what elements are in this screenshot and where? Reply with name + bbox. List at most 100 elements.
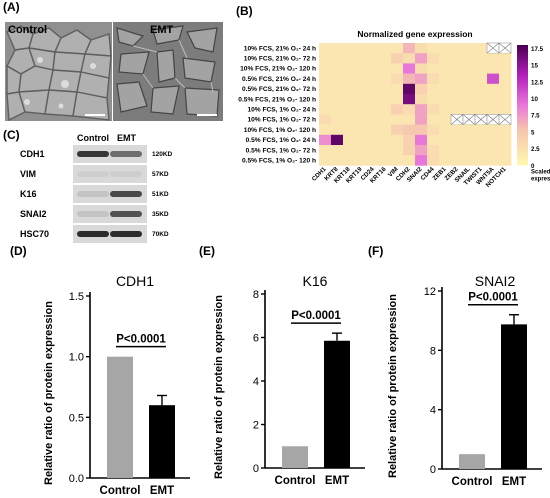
heatmap-row-label: 0.5% FCS, 1% O₂- 120 h bbox=[242, 158, 316, 165]
wb-band-control bbox=[77, 191, 109, 197]
heatmap-row-label: 10% FCS, 21% O₂- 72 h bbox=[244, 56, 316, 63]
heatmap-cell bbox=[451, 53, 464, 64]
heatmap-cell bbox=[463, 43, 476, 54]
heatmap-cell bbox=[367, 145, 380, 156]
heatmap-cell bbox=[355, 94, 368, 105]
heatmap-cell bbox=[403, 114, 416, 125]
heatmap-cell bbox=[487, 104, 500, 115]
y-tick-label: 1.5 bbox=[69, 291, 84, 303]
heatmap-cell bbox=[475, 43, 488, 54]
wb-protein-label: HSC70 bbox=[20, 229, 50, 239]
heatmap-cell bbox=[355, 63, 368, 74]
heatmap-cell bbox=[379, 53, 392, 64]
heatmap-cell bbox=[427, 43, 440, 54]
heatmap-cell bbox=[319, 114, 332, 125]
heatmap-cell bbox=[403, 73, 416, 85]
heatmap-cell bbox=[439, 73, 452, 85]
heatmap-cell bbox=[487, 63, 500, 74]
chart-title: SNAI2 bbox=[475, 273, 516, 289]
heatmap-cell bbox=[463, 73, 476, 85]
heatmap-cell bbox=[415, 134, 428, 146]
heatmap-cell bbox=[415, 43, 428, 54]
colorbar-tick-label: 12.5 bbox=[531, 79, 544, 86]
y-axis-label: Relative ratio of protein expression bbox=[387, 294, 399, 478]
heatmap-cell bbox=[391, 43, 404, 54]
heatmap-cell bbox=[391, 124, 404, 136]
heatmap-cell bbox=[379, 73, 392, 85]
heatmap-cell bbox=[403, 43, 416, 54]
heatmap-cell bbox=[475, 63, 488, 74]
heatmap-row-label: 10% FCS, 21% O₂- 120 h bbox=[240, 66, 316, 73]
heatmap-cell bbox=[379, 63, 392, 74]
heatmap-cell bbox=[379, 155, 392, 166]
heatmap-cell bbox=[439, 63, 452, 74]
heatmap-cell bbox=[475, 73, 488, 85]
heatmap-cell bbox=[475, 155, 488, 166]
wb-band-control bbox=[77, 231, 109, 237]
heatmap-cell bbox=[343, 43, 356, 54]
colorbar-tick-label: 10 bbox=[531, 96, 538, 103]
heatmap-cell bbox=[379, 104, 392, 115]
heatmap-cell bbox=[499, 145, 512, 156]
wb-size-label: 35KD bbox=[152, 211, 169, 218]
heatmap-cell bbox=[463, 134, 476, 146]
heatmap-cell bbox=[475, 83, 488, 95]
heatmap-row-label: 0.5% FCS, 21% O₂- 120 h bbox=[238, 96, 316, 103]
wb-protein-label: CDH1 bbox=[20, 149, 45, 159]
colorbar-tick-label: 2.5 bbox=[531, 146, 540, 153]
heatmap-cell bbox=[379, 134, 392, 146]
heatmap-cell bbox=[439, 145, 452, 156]
heatmap-cell bbox=[499, 104, 512, 115]
wb-band-emt bbox=[110, 231, 142, 237]
wb-band-control bbox=[77, 171, 109, 177]
wb-band-emt bbox=[110, 191, 142, 197]
heatmap-cell bbox=[319, 73, 332, 85]
panel-a-letter: (A) bbox=[3, 0, 20, 14]
heatmap-cell bbox=[331, 43, 344, 54]
y-axis-label: Relative ratio of protein expression bbox=[213, 295, 225, 479]
heatmap-cell bbox=[355, 114, 368, 125]
control-label: Control bbox=[8, 24, 48, 36]
heatmap-cell bbox=[403, 134, 416, 146]
heatmap-cell bbox=[391, 134, 404, 146]
heatmap-cell bbox=[403, 155, 416, 166]
y-tick-label: 8 bbox=[253, 289, 259, 301]
y-tick-label: 4 bbox=[430, 405, 436, 417]
heatmap-cell bbox=[439, 83, 452, 95]
heatmap-cell bbox=[331, 134, 344, 146]
heatmap-cell bbox=[367, 155, 380, 166]
heatmap-cell bbox=[391, 145, 404, 156]
heatmap-cell bbox=[343, 134, 356, 146]
wb-protein-label: VIM bbox=[20, 169, 37, 179]
panel-f-letter: (F) bbox=[368, 244, 384, 258]
heatmap-cell bbox=[367, 124, 380, 136]
heatmap-cell bbox=[451, 94, 464, 105]
heatmap-title: Normalized gene expression bbox=[357, 29, 472, 39]
heatmap-cell bbox=[403, 145, 416, 156]
control-micrograph bbox=[5, 22, 112, 121]
heatmap-row-label: 10% FCS, 1% O₂- 120 h bbox=[244, 127, 316, 134]
heatmap-cell bbox=[319, 145, 332, 156]
heatmap-cell bbox=[487, 83, 500, 95]
heatmap-cell bbox=[475, 145, 488, 156]
heatmap-cell bbox=[391, 94, 404, 105]
heatmap-cell bbox=[499, 124, 512, 136]
heatmap-cell bbox=[343, 83, 356, 95]
heatmap-cell bbox=[463, 83, 476, 95]
heatmap-cell bbox=[439, 94, 452, 105]
wb-band-emt bbox=[110, 151, 142, 157]
wb-band-control bbox=[77, 151, 109, 157]
heatmap-cell bbox=[355, 43, 368, 54]
heatmap-cell bbox=[355, 124, 368, 136]
heatmap-cell bbox=[427, 134, 440, 146]
heatmap-cell bbox=[403, 83, 416, 95]
colorbar-label: expression bbox=[531, 176, 550, 182]
heatmap-cell bbox=[379, 94, 392, 105]
heatmap-cell bbox=[331, 94, 344, 105]
heatmap-row-label: 10% FCS, 21% O₂- 24 h bbox=[244, 45, 316, 52]
heatmap-cell bbox=[415, 53, 428, 64]
heatmap-cell bbox=[487, 73, 500, 85]
heatmap-cell bbox=[391, 53, 404, 64]
heatmap-cell-missing-mark bbox=[474, 114, 488, 125]
heatmap-cell bbox=[367, 114, 380, 125]
